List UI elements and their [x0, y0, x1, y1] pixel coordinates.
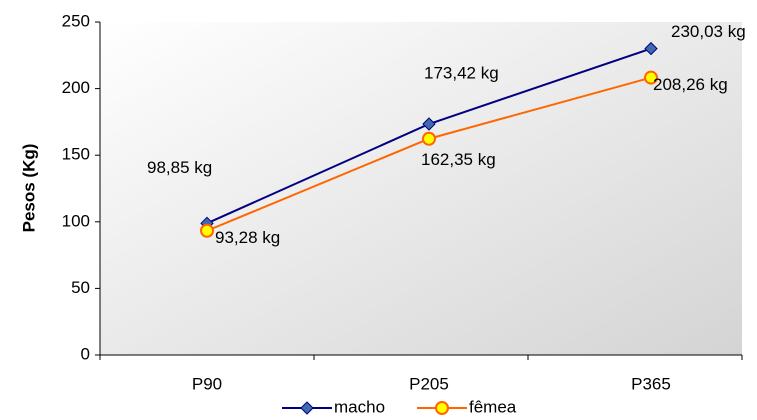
data-label: 208,26 kg [653, 75, 728, 94]
y-tick-label: 250 [62, 11, 90, 30]
marker [422, 131, 436, 146]
x-tick-label: P365 [631, 374, 671, 393]
legend-marker [435, 401, 449, 415]
legend-label: fêmea [469, 397, 517, 416]
y-tick-label: 150 [62, 145, 90, 164]
y-tick-label: 200 [62, 78, 90, 97]
marker [644, 41, 658, 56]
data-label: 98,85 kg [147, 158, 212, 177]
y-axis-title: Pesos (Kg) [19, 144, 38, 233]
plot-area [100, 22, 742, 355]
data-label: 93,28 kg [215, 228, 280, 247]
marker [422, 117, 436, 131]
x-tick-label: P90 [192, 374, 222, 393]
data-label: 230,03 kg [671, 22, 746, 41]
data-label: 162,35 kg [421, 150, 496, 169]
y-tick-label: 100 [62, 211, 90, 230]
y-tick-label: 0 [81, 344, 90, 363]
legend-label: macho [334, 397, 385, 416]
data-label: 173,42 kg [424, 63, 499, 82]
marker [644, 70, 658, 85]
y-tick-label: 50 [71, 278, 90, 297]
legend-marker [300, 401, 314, 415]
x-tick-label: P205 [409, 374, 449, 393]
marker [200, 223, 214, 238]
